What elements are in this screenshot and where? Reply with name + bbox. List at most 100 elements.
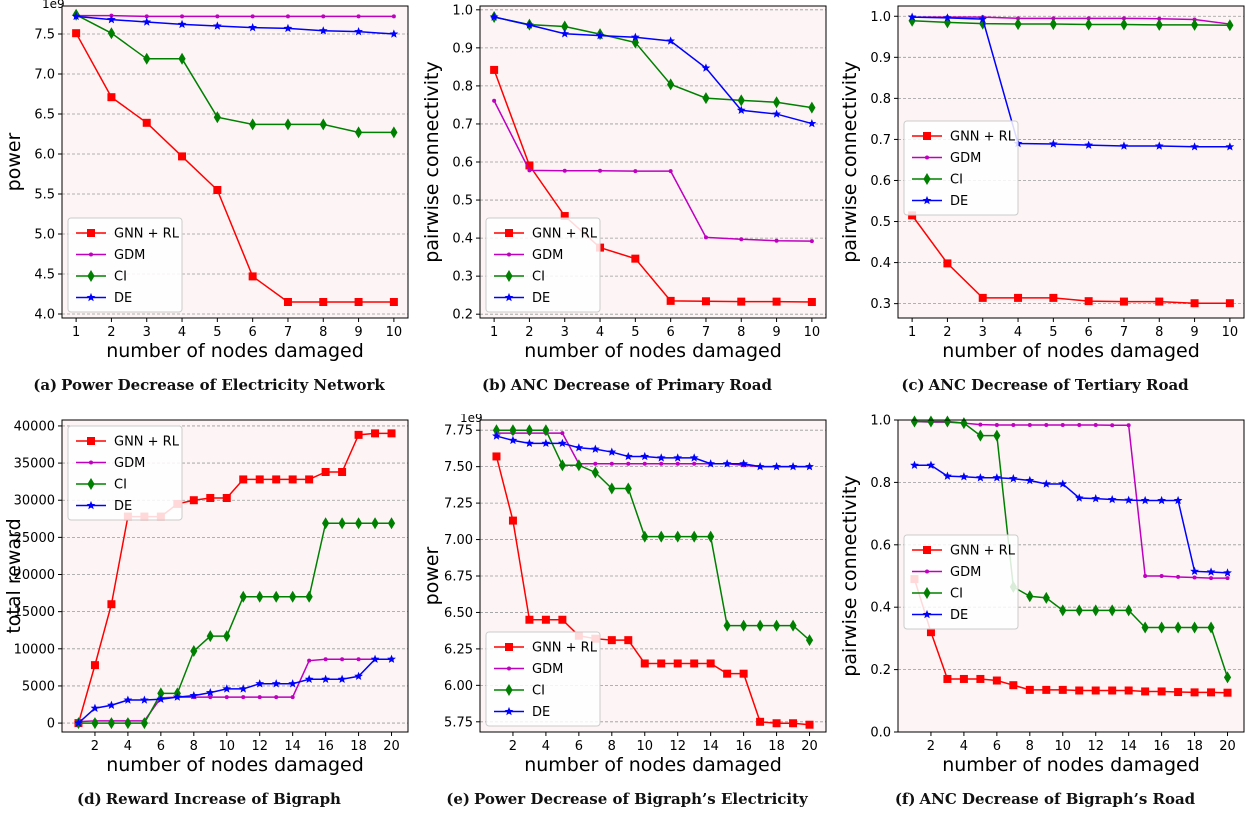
- data-point: [1157, 687, 1166, 696]
- legend-box: [485, 631, 601, 727]
- data-point: [387, 654, 396, 663]
- plot-frame: [61, 419, 409, 733]
- data-point: [1225, 142, 1235, 151]
- data-point: [561, 20, 569, 33]
- data-point: [1044, 422, 1049, 427]
- data-point: [805, 634, 814, 647]
- legend-label-gdm: GDM: [950, 151, 981, 166]
- data-point: [756, 619, 764, 632]
- data-point: [1086, 16, 1091, 21]
- y-tick-label: 0.4: [870, 601, 891, 616]
- x-tick-label: 20: [1219, 739, 1236, 754]
- data-point: [248, 272, 257, 281]
- legend-marker: [925, 569, 929, 574]
- legend-box: [485, 217, 601, 313]
- x-tick-label: 5: [1049, 325, 1057, 340]
- data-point: [1077, 422, 1082, 427]
- data-point: [1223, 688, 1232, 697]
- x-tick-label: 6: [249, 325, 257, 340]
- y-tick-label: 6.0: [34, 148, 55, 163]
- x-tick-label: 6: [1085, 325, 1093, 340]
- series-gdm: [492, 98, 814, 244]
- data-point: [288, 475, 297, 484]
- legend-box: [67, 217, 183, 313]
- legend-marker: [87, 229, 95, 237]
- data-point: [140, 717, 148, 730]
- data-point: [1120, 18, 1128, 31]
- data-point: [107, 15, 116, 24]
- data-point: [387, 517, 396, 530]
- data-point: [1026, 590, 1034, 603]
- data-point: [354, 517, 363, 530]
- y-axis-label: total reward: [3, 518, 25, 633]
- chart-c: 0.3 0.4 0.5 0.6 0.7 0.8 0.9 1.0 1 2 3 4 5 6 7 8 9 10 numbe…: [839, 5, 1245, 362]
- data-point: [107, 600, 116, 609]
- series-line: [493, 69, 812, 303]
- data-point: [1190, 688, 1199, 697]
- data-point: [560, 431, 565, 436]
- data-point: [1041, 479, 1051, 488]
- data-point: [319, 118, 327, 131]
- data-point: [1206, 567, 1216, 576]
- data-point: [595, 31, 605, 40]
- series-gnn-rl: [72, 29, 398, 306]
- data-point: [1048, 139, 1058, 148]
- data-point: [356, 657, 361, 662]
- data-point: [590, 444, 600, 453]
- legend-marker: [923, 173, 931, 185]
- chart-a: 4.0 4.5 5.0 5.5 6.0 6.5 7.0 7.5 1 2 3 4 5 6 7 8 9 10 numbe…: [3, 0, 409, 362]
- series-line: [914, 464, 1228, 574]
- series-de: [910, 460, 1232, 577]
- legend-label-ci: CI: [532, 270, 545, 285]
- data-point: [1155, 297, 1164, 306]
- data-point: [558, 615, 567, 624]
- data-point: [1176, 574, 1181, 579]
- data-point: [1075, 604, 1083, 617]
- data-point: [255, 475, 264, 484]
- data-point: [156, 694, 166, 704]
- data-point: [492, 452, 501, 461]
- data-point: [657, 659, 666, 668]
- data-point: [1121, 16, 1126, 21]
- y-tick-label: 5.0: [34, 228, 55, 243]
- y-tick-label: 6.75: [444, 570, 473, 585]
- data-point: [692, 461, 697, 466]
- data-point: [180, 14, 185, 19]
- x-tick-label: 5: [213, 325, 221, 340]
- data-point: [177, 19, 187, 29]
- data-point: [238, 684, 248, 693]
- series-de: [492, 431, 814, 471]
- legend-marker: [504, 706, 514, 716]
- series-line: [493, 16, 813, 125]
- data-point: [992, 676, 1001, 685]
- x-tick-label: 4: [960, 739, 968, 754]
- y-tick-label: 0.3: [452, 270, 473, 285]
- data-point: [257, 695, 262, 700]
- y-tick-label: 0.6: [870, 538, 891, 553]
- legend-marker: [504, 292, 514, 302]
- data-point: [272, 590, 280, 603]
- x-tick-label: 6: [667, 325, 675, 340]
- data-point: [755, 462, 765, 471]
- x-tick-label: 7: [1120, 325, 1128, 340]
- data-point: [74, 718, 83, 727]
- data-point: [142, 118, 151, 127]
- x-tick-label: 8: [608, 739, 616, 754]
- data-point: [959, 472, 969, 481]
- legend-marker: [505, 229, 513, 237]
- data-point: [391, 14, 396, 19]
- y-tick-label: 0.8: [870, 476, 891, 491]
- data-point: [212, 21, 222, 30]
- x-tick-label: 10: [1054, 739, 1071, 754]
- y-tick-label: 30000: [14, 494, 55, 509]
- data-point: [215, 14, 220, 19]
- data-point: [1060, 422, 1065, 427]
- data-point: [807, 298, 816, 307]
- data-point: [703, 235, 708, 240]
- data-point: [490, 65, 499, 74]
- data-point: [707, 530, 715, 543]
- data-point: [318, 26, 328, 35]
- x-tick-label: 20: [801, 739, 818, 754]
- data-point: [607, 636, 616, 645]
- data-point: [1009, 681, 1018, 690]
